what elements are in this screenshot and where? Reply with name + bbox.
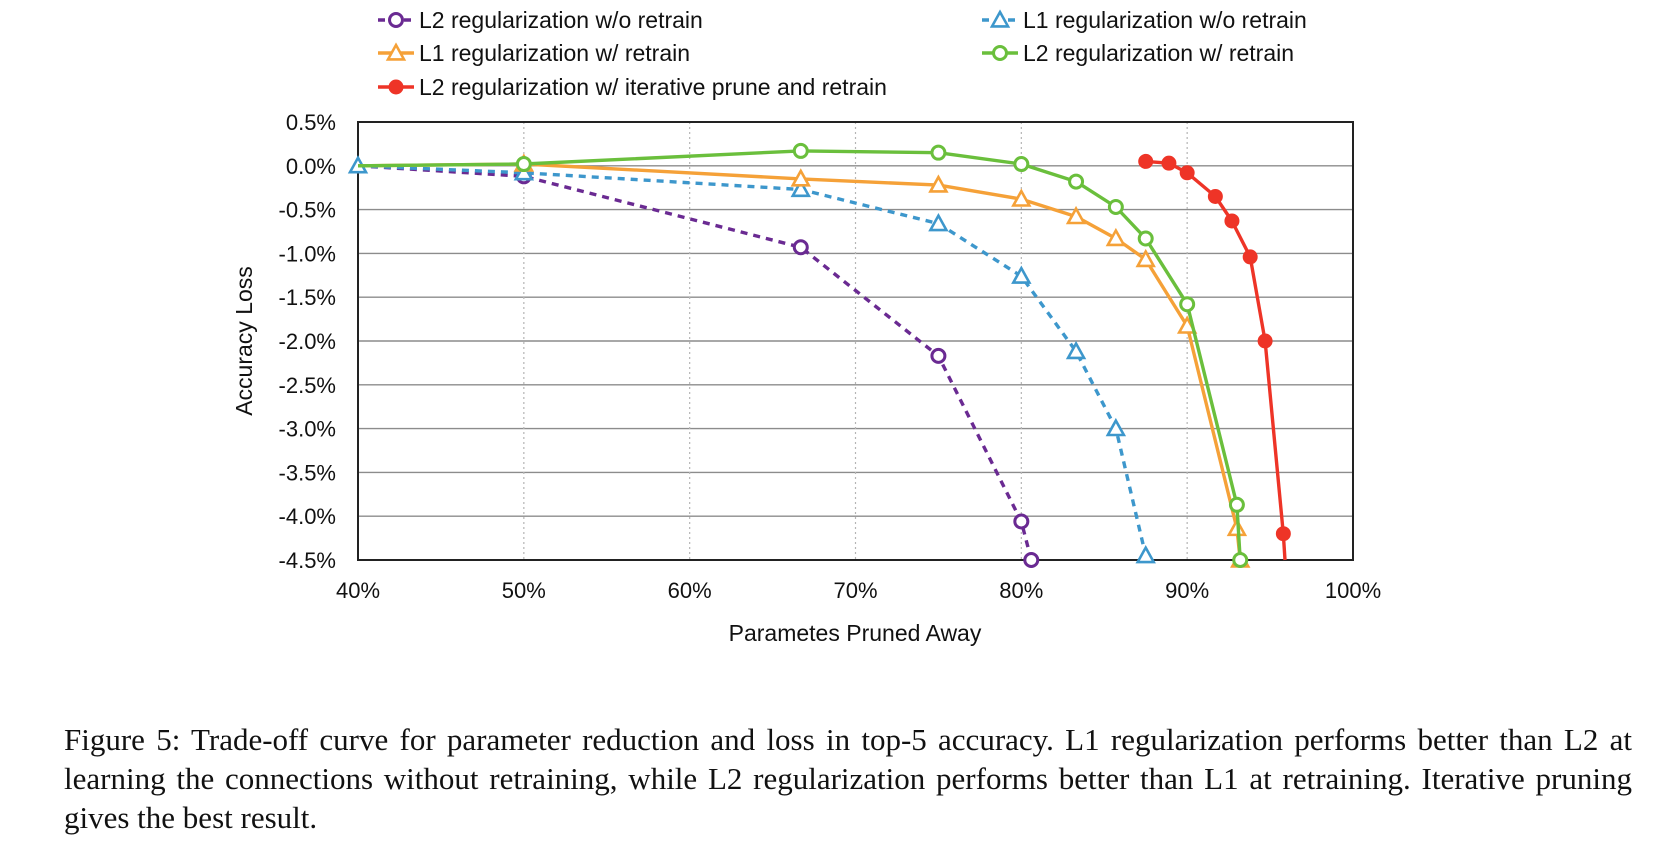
x-tick-label: 70% [833, 578, 877, 603]
data-point [1232, 552, 1249, 568]
data-point [1161, 155, 1177, 171]
series-4 [357, 142, 1249, 568]
y-tick-label: -1.5% [279, 285, 336, 310]
data-point [1107, 198, 1124, 215]
legend-label: L1 regularization w/o retrain [1023, 7, 1307, 33]
data-point [1137, 230, 1154, 247]
data-point [1179, 165, 1195, 181]
data-point [1224, 213, 1240, 229]
legend-marker [989, 9, 1011, 28]
legend-item: L1 regularization w/o retrain [982, 7, 1307, 33]
data-point [1011, 265, 1032, 284]
series-line [357, 164, 1033, 561]
legend-item: L2 regularization w/ retrain [982, 40, 1294, 66]
data-point [930, 347, 947, 364]
series-layer [347, 142, 1291, 568]
y-tick-label: -4.0% [279, 504, 336, 529]
x-axis: 40% 50% 60% 70% 80% 90% 100% [336, 578, 1381, 603]
y-tick-label: 0.5% [286, 110, 336, 135]
data-point [1275, 526, 1291, 542]
data-point [1135, 248, 1156, 268]
data-point [1023, 552, 1040, 568]
data-point [1257, 333, 1273, 349]
y-tick-label: -4.5% [279, 548, 336, 573]
data-point [930, 144, 947, 161]
data-point [1011, 188, 1032, 207]
data-point [1065, 340, 1087, 360]
y-tick-label: -0.5% [279, 198, 336, 223]
figure-caption: Figure 5: Trade-off curve for parameter … [64, 722, 1632, 835]
legend-marker [385, 42, 407, 61]
legend-item: L2 regularization w/o retrain [378, 7, 703, 33]
series-2 [347, 155, 1156, 564]
data-point [1242, 249, 1258, 265]
y-tick-label: -1.0% [279, 241, 336, 266]
legend-item: L1 regularization w/ retrain [378, 40, 690, 66]
legend: L2 regularization w/o retrain L1 regulari… [378, 7, 1307, 100]
plot-frame [357, 121, 1354, 561]
data-point [792, 239, 809, 256]
y-tick-label: -3.0% [279, 417, 336, 442]
y-tick-label: -3.5% [279, 460, 336, 485]
legend-label: L2 regularization w/ retrain [1023, 40, 1294, 66]
legend-label: L2 regularization w/ iterative prune and… [419, 74, 887, 100]
legend-label: L1 regularization w/ retrain [419, 40, 690, 66]
data-point [790, 178, 811, 198]
series-line [357, 149, 1242, 561]
y-tick-label: 0.0% [286, 154, 336, 179]
y-tick-label: -2.0% [279, 329, 336, 354]
legend-marker [992, 45, 1008, 61]
data-point [1013, 513, 1030, 530]
y-axis: 0.5% 0.0% -0.5% -1.0% -1.5% -2.0% -2.5% -3.0% -3… [279, 110, 336, 573]
legend-label: L2 regularization w/o retrain [419, 7, 703, 33]
data-point [792, 142, 809, 159]
legend-marker [388, 79, 404, 95]
data-point [790, 168, 811, 187]
y-tick-label: -2.5% [279, 373, 336, 398]
data-point [1138, 153, 1154, 169]
x-tick-label: 40% [336, 578, 380, 603]
series-5 [1138, 153, 1291, 561]
data-point [1068, 173, 1085, 190]
series-3 [357, 153, 1251, 568]
x-tick-label: 100% [1325, 578, 1381, 603]
legend-item: L2 regularization w/ iterative prune and… [378, 74, 887, 100]
series-line [357, 162, 1242, 561]
data-point [928, 212, 949, 232]
x-tick-label: 90% [1165, 578, 1209, 603]
data-point [1105, 417, 1127, 437]
x-axis-title: Parametes Pruned Away [729, 620, 982, 646]
x-tick-label: 50% [502, 578, 546, 603]
data-point [1228, 496, 1245, 513]
series-line [1145, 159, 1287, 561]
series-line [357, 164, 1148, 556]
data-point [515, 156, 532, 173]
data-point [1013, 156, 1030, 173]
data-point [1135, 544, 1156, 564]
x-tick-label: 80% [999, 578, 1043, 603]
data-point [1179, 296, 1196, 313]
y-axis-title: Accuracy Loss [231, 266, 257, 416]
chart: L2 regularization w/o retrain L1 regulari… [231, 7, 1381, 646]
x-tick-label: 60% [668, 578, 712, 603]
data-point [928, 174, 949, 193]
data-point [1207, 188, 1223, 204]
data-point [1065, 205, 1087, 225]
data-point [1105, 227, 1127, 247]
legend-marker [388, 12, 404, 28]
